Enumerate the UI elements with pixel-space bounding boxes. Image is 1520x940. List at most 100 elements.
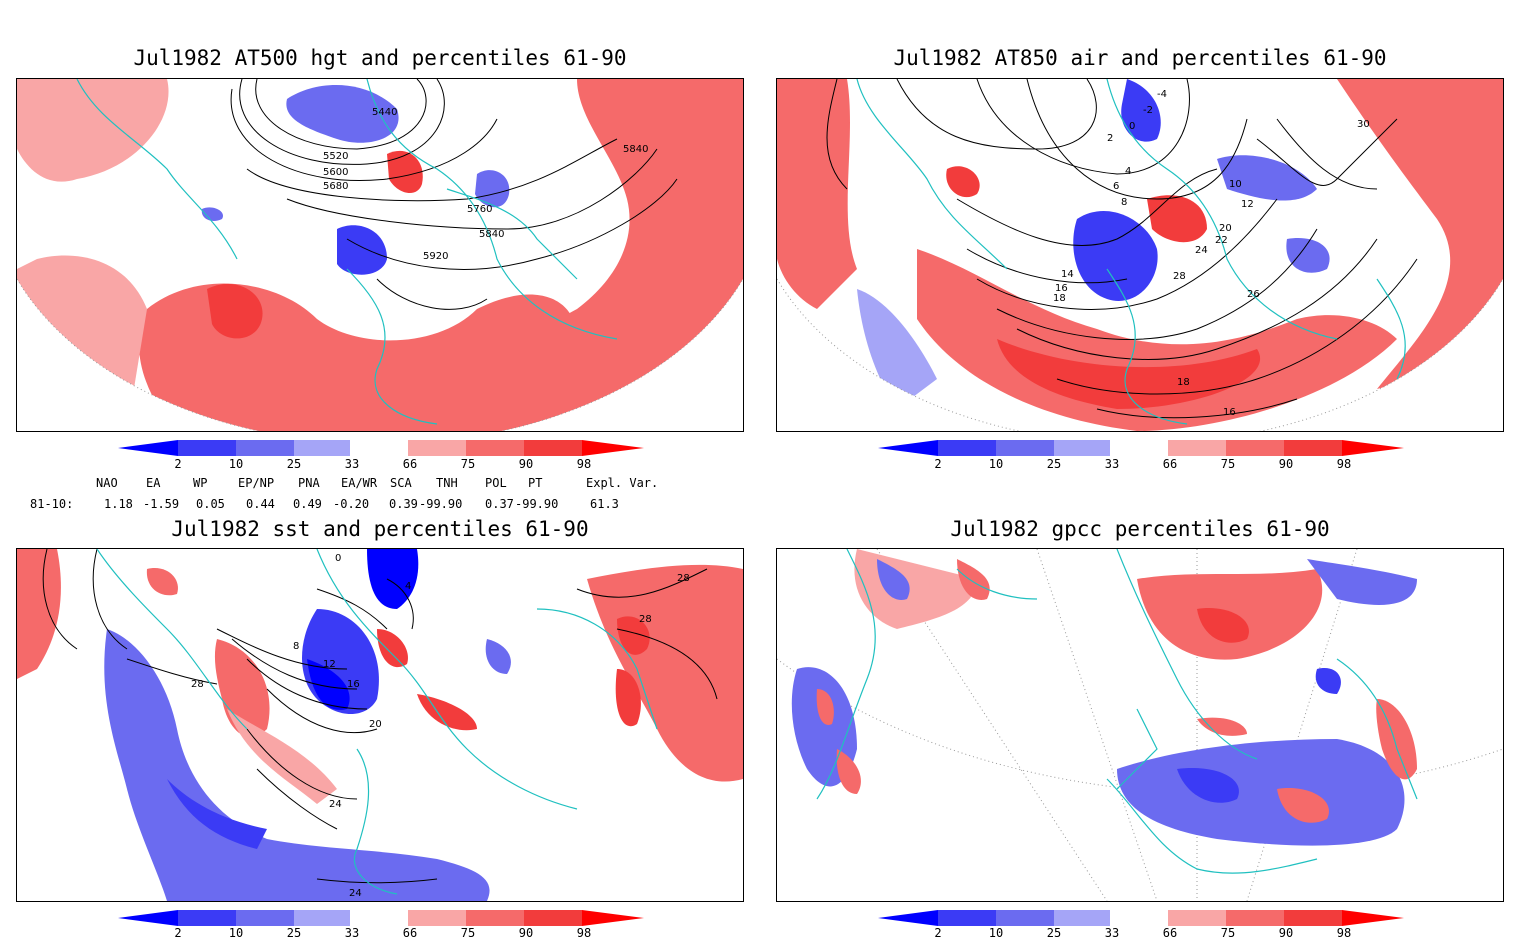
cbar-seg (878, 440, 938, 456)
cbar-seg (294, 910, 350, 926)
cbar-label: 10 (228, 457, 244, 471)
cbar-seg (1168, 440, 1226, 456)
cbar-seg (1226, 910, 1284, 926)
index-value: 0.05 (196, 497, 225, 511)
index-header: PT (528, 476, 543, 490)
map-panel-air: -4 -2 0 2 4 6 8 10 12 14 16 18 20 22 24 … (776, 78, 1504, 432)
contour-label: 5680 (323, 181, 348, 192)
cbar-seg (408, 910, 466, 926)
contour-label: 5840 (623, 144, 648, 155)
contour-label: 28 (639, 614, 652, 625)
cbar-label: 33 (344, 457, 360, 471)
cbar-seg (1168, 910, 1226, 926)
cbar-seg (350, 910, 408, 926)
cbar-seg (938, 910, 996, 926)
colorbar-sst (118, 910, 644, 926)
cbar-label: 90 (1278, 926, 1294, 940)
contour-label: -2 (1143, 105, 1153, 116)
cbar-seg (1226, 440, 1284, 456)
contour-label: 20 (369, 719, 382, 730)
contour-label: 8 (1121, 197, 1127, 208)
map-panel-hgt: 5440 5520 5600 5680 5760 5840 5840 5920 (16, 78, 744, 432)
contour-label: 5840 (479, 229, 504, 240)
cbar-label: 90 (1278, 457, 1294, 471)
index-header: EP/NP (238, 476, 275, 490)
map-panel-gpcc (776, 548, 1504, 902)
cbar-label: 66 (402, 926, 418, 940)
cbar-seg (1284, 440, 1342, 456)
colorbar-air (878, 440, 1404, 456)
contour-label: 18 (1177, 377, 1190, 388)
cbar-label: 10 (228, 926, 244, 940)
colorbar-gpcc (878, 910, 1404, 926)
contour-label: 16 (1055, 283, 1068, 294)
cbar-label: 25 (1046, 926, 1062, 940)
index-header: POL (485, 476, 507, 490)
index-header: PNA (298, 476, 320, 490)
cbar-label: 66 (1162, 926, 1178, 940)
contour-label: 8 (293, 641, 299, 652)
cbar-label: 33 (1104, 926, 1120, 940)
cbar-seg (1284, 910, 1342, 926)
cbar-seg (350, 440, 408, 456)
cbar-label: 98 (1336, 457, 1352, 471)
cbar-seg (996, 440, 1054, 456)
cbar-label: 25 (286, 926, 302, 940)
cbar-label: 75 (1220, 457, 1236, 471)
cbar-seg (236, 910, 294, 926)
contour-label: 24 (349, 888, 362, 899)
contour-label: 12 (1241, 199, 1254, 210)
contour-label: 5600 (323, 167, 348, 178)
index-value: -99.90 (515, 497, 559, 511)
contour-label: 20 (1219, 223, 1232, 234)
cbar-label: 98 (576, 926, 592, 940)
contour-label: 0 (335, 553, 341, 564)
cbar-label: 90 (518, 457, 534, 471)
map-panel-sst: 0 4 8 12 16 20 24 28 28 28 24 (16, 548, 744, 902)
cbar-seg (1054, 440, 1110, 456)
contour-label: 28 (677, 573, 690, 584)
contour-label: 4 (1125, 166, 1131, 177)
cbar-label: 66 (402, 457, 418, 471)
cbar-seg (466, 910, 524, 926)
cbar-seg (524, 910, 582, 926)
cbar-label: 75 (460, 457, 476, 471)
index-value: 1.18 (104, 497, 133, 511)
index-header: TNH (436, 476, 458, 490)
cbar-seg (1110, 910, 1168, 926)
cbar-label: 75 (1220, 926, 1236, 940)
cbar-seg (408, 440, 466, 456)
contour-label: 0 (1129, 121, 1135, 132)
index-value: 0.39 (389, 497, 418, 511)
cbar-label: 75 (460, 926, 476, 940)
cbar-seg (524, 440, 582, 456)
cbar-label: 2 (174, 926, 182, 940)
panel-title-hgt: Jul1982 AT500 hgt and percentiles 61-90 (133, 46, 627, 70)
contour-label: 30 (1357, 119, 1370, 130)
cbar-label: 66 (1162, 457, 1178, 471)
cbar-seg (178, 440, 236, 456)
panel-title-gpcc: Jul1982 gpcc percentiles 61-90 (950, 517, 1330, 541)
contour-label: 24 (1195, 245, 1208, 256)
contour-label: 10 (1229, 179, 1242, 190)
index-header: SCA (390, 476, 412, 490)
index-value: 0.44 (246, 497, 275, 511)
cbar-seg (118, 910, 178, 926)
cbar-seg (582, 910, 644, 926)
cbar-label: 33 (1104, 457, 1120, 471)
contour-label: 5920 (423, 251, 448, 262)
index-header: NAO (96, 476, 118, 490)
colorbar-hgt (118, 440, 644, 456)
contour-label: 16 (347, 679, 360, 690)
cbar-seg (466, 440, 524, 456)
cbar-label: 33 (344, 926, 360, 940)
index-header: Expl. Var. (586, 476, 659, 490)
contour-label: -4 (1157, 89, 1167, 100)
cbar-label: 98 (1336, 926, 1352, 940)
contour-label: 5440 (372, 107, 397, 118)
cbar-seg (1110, 440, 1168, 456)
panel-title-air: Jul1982 AT850 air and percentiles 61-90 (893, 46, 1387, 70)
cbar-label: 25 (1046, 457, 1062, 471)
cbar-seg (236, 440, 294, 456)
index-header: EA (146, 476, 161, 490)
